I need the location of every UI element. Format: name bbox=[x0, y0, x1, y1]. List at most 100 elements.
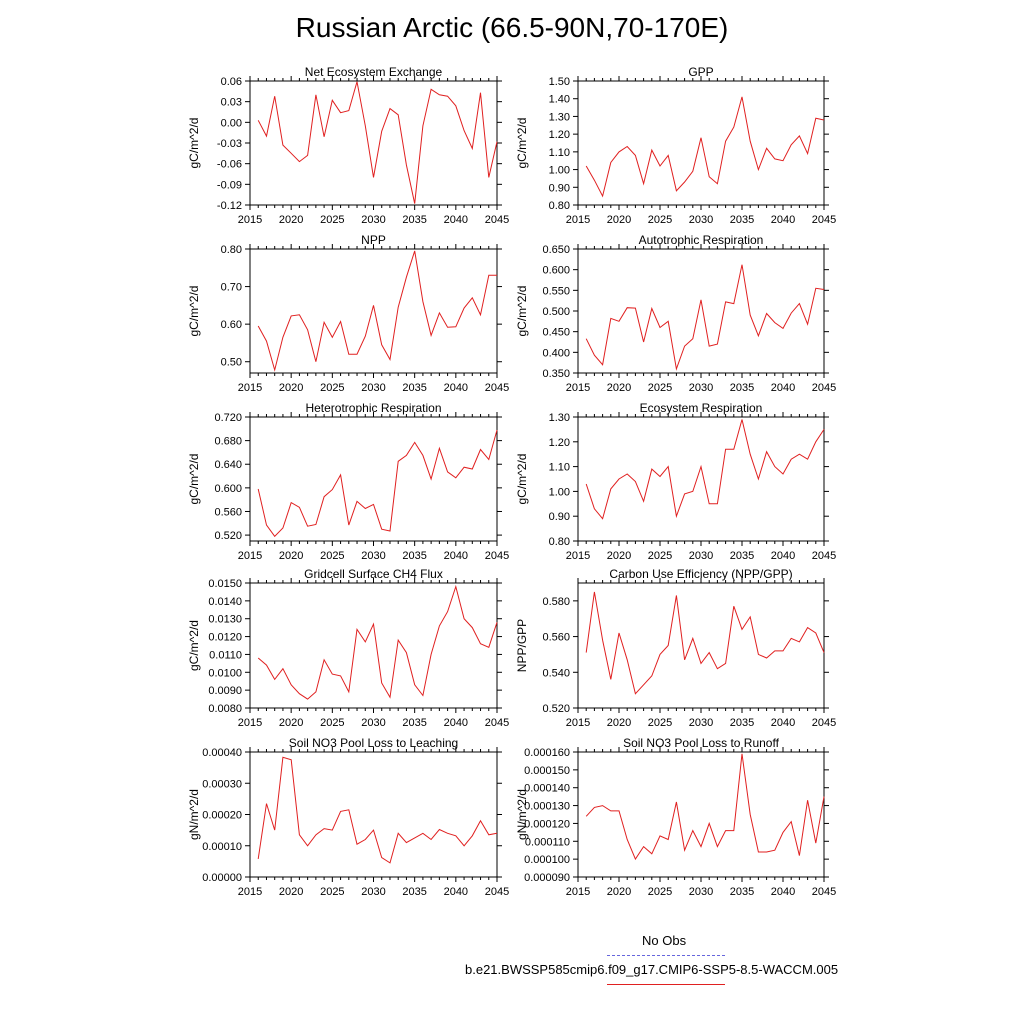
x-tick-label: 2020 bbox=[607, 214, 631, 226]
y-tick-label: 0.720 bbox=[214, 412, 242, 424]
y-tick-label: 1.00 bbox=[549, 165, 570, 177]
x-tick-label: 2045 bbox=[485, 550, 509, 562]
y-tick-label: 1.10 bbox=[549, 462, 570, 474]
x-tick-label: 2035 bbox=[402, 382, 426, 394]
y-tick-label: -0.09 bbox=[217, 179, 242, 191]
chart-panel-7: Gridcell Surface CH4 Flux gC/m^2/d 2015 202… bbox=[187, 567, 509, 729]
y-tick-label: 0.0140 bbox=[208, 596, 242, 608]
x-tick-label: 2030 bbox=[361, 886, 385, 898]
x-tick-label: 2040 bbox=[444, 550, 468, 562]
y-tick-label: 1.50 bbox=[549, 76, 570, 88]
x-tick-label: 2045 bbox=[485, 717, 509, 729]
x-tick-label: 2030 bbox=[689, 886, 713, 898]
x-tick-label: 2035 bbox=[730, 886, 754, 898]
x-tick-label: 2035 bbox=[730, 382, 754, 394]
plot-frame bbox=[249, 248, 498, 374]
x-tick-label: 2035 bbox=[402, 717, 426, 729]
series-line bbox=[257, 584, 498, 700]
x-tick-label: 2020 bbox=[279, 382, 303, 394]
y-tick-label: 0.06 bbox=[221, 76, 242, 88]
y-tick-label: 0.03 bbox=[221, 97, 242, 109]
y-tick-label: 0.540 bbox=[542, 667, 570, 679]
chart-title: Soil NO3 Pool Loss to Leaching bbox=[289, 736, 458, 750]
chart-title: Ecosystem Respiration bbox=[640, 401, 763, 415]
x-tick-label: 2040 bbox=[771, 214, 795, 226]
x-tick-label: 2015 bbox=[238, 382, 262, 394]
chart-panel-1: Net Ecosystem Exchange gC/m^2/d 2015 2020 20… bbox=[187, 65, 509, 226]
x-tick-label: 2030 bbox=[689, 717, 713, 729]
chart-title: Net Ecosystem Exchange bbox=[305, 65, 443, 79]
y-tick-label: 0.560 bbox=[542, 632, 570, 644]
chart-panel-5: Heterotrophic Respiration gC/m^2/d 2015 202… bbox=[187, 401, 509, 562]
plot-frame bbox=[249, 751, 498, 878]
x-tick-label: 2025 bbox=[320, 717, 344, 729]
y-tick-label: -0.12 bbox=[217, 200, 242, 212]
y-tick-label: 0.500 bbox=[542, 306, 570, 318]
series-line bbox=[585, 264, 825, 371]
legend-obs-label: No Obs bbox=[642, 933, 687, 948]
x-tick-label: 2020 bbox=[279, 717, 303, 729]
x-tick-label: 2040 bbox=[771, 717, 795, 729]
y-tick-label: 1.10 bbox=[549, 147, 570, 159]
y-tick-label: 0.600 bbox=[214, 483, 242, 495]
y-tick-label: 0.680 bbox=[214, 436, 242, 448]
y-tick-label: -0.06 bbox=[217, 159, 242, 171]
x-tick-label: 2030 bbox=[689, 382, 713, 394]
y-tick-label: 0.00040 bbox=[202, 747, 242, 759]
x-tick-label: 2025 bbox=[320, 550, 344, 562]
chart-title: NPP bbox=[361, 233, 386, 247]
x-tick-label: 2035 bbox=[730, 550, 754, 562]
y-tick-label: 0.00030 bbox=[202, 778, 242, 790]
y-tick-label: 0.600 bbox=[542, 265, 570, 277]
y-axis-label: gC/m^2/d bbox=[515, 454, 529, 505]
y-tick-label: 1.20 bbox=[549, 129, 570, 141]
plot-frame bbox=[577, 80, 825, 206]
y-tick-label: 0.00000 bbox=[202, 872, 242, 884]
y-tick-label: 0.00010 bbox=[202, 841, 242, 853]
y-tick-label: 1.00 bbox=[549, 486, 570, 498]
x-tick-label: 2020 bbox=[607, 886, 631, 898]
x-tick-label: 2040 bbox=[444, 717, 468, 729]
legend-model-label: b.e21.BWSSP585cmip6.f09_g17.CMIP6-SSP5-8… bbox=[465, 962, 839, 977]
x-tick-label: 2020 bbox=[279, 886, 303, 898]
x-tick-label: 2045 bbox=[812, 717, 836, 729]
y-tick-label: 0.000110 bbox=[525, 836, 570, 848]
y-tick-label: 0.580 bbox=[542, 596, 570, 608]
series-line bbox=[585, 753, 825, 861]
x-tick-label: 2045 bbox=[812, 382, 836, 394]
chart-title: Gridcell Surface CH4 Flux bbox=[304, 567, 443, 581]
y-tick-label: 0.80 bbox=[549, 536, 570, 548]
x-tick-label: 2030 bbox=[361, 550, 385, 562]
x-tick-label: 2015 bbox=[238, 214, 262, 226]
y-tick-label: 0.0080 bbox=[208, 703, 242, 715]
x-tick-label: 2035 bbox=[402, 214, 426, 226]
x-tick-label: 2040 bbox=[444, 382, 468, 394]
x-tick-label: 2030 bbox=[689, 550, 713, 562]
y-tick-label: 0.000120 bbox=[524, 818, 570, 830]
x-tick-label: 2020 bbox=[607, 717, 631, 729]
x-tick-label: 2040 bbox=[444, 886, 468, 898]
chart-panel-2: GPP gC/m^2/d 2015 2020 2025 2030 2035 2040 2045 0… bbox=[515, 65, 836, 226]
chart-panel-3: NPP gC/m^2/d 2015 2020 2025 2030 2035 2040 2045 0… bbox=[187, 233, 509, 394]
x-tick-label: 2020 bbox=[607, 550, 631, 562]
y-axis-label: gC/m^2/d bbox=[187, 286, 201, 337]
y-axis-label: gN/m^2/d bbox=[187, 789, 201, 840]
x-tick-label: 2025 bbox=[648, 382, 672, 394]
x-tick-label: 2020 bbox=[607, 382, 631, 394]
x-tick-label: 2035 bbox=[730, 717, 754, 729]
y-tick-label: 1.30 bbox=[549, 412, 570, 424]
x-tick-label: 2015 bbox=[566, 214, 590, 226]
y-tick-label: 0.80 bbox=[221, 244, 242, 256]
x-tick-label: 2015 bbox=[238, 886, 262, 898]
y-tick-label: 0.000150 bbox=[524, 765, 570, 777]
y-tick-label: 0.00020 bbox=[202, 810, 242, 822]
y-tick-label: 0.350 bbox=[542, 368, 570, 380]
y-axis-label: gN/m^2/d bbox=[515, 789, 529, 840]
y-tick-label: 0.000100 bbox=[524, 854, 570, 866]
x-tick-label: 2015 bbox=[238, 550, 262, 562]
x-tick-label: 2015 bbox=[566, 886, 590, 898]
y-tick-label: 0.90 bbox=[549, 511, 570, 523]
y-tick-label: 1.20 bbox=[549, 437, 570, 449]
chart-panel-6: Ecosystem Respiration gC/m^2/d 2015 2020 202… bbox=[515, 401, 836, 562]
